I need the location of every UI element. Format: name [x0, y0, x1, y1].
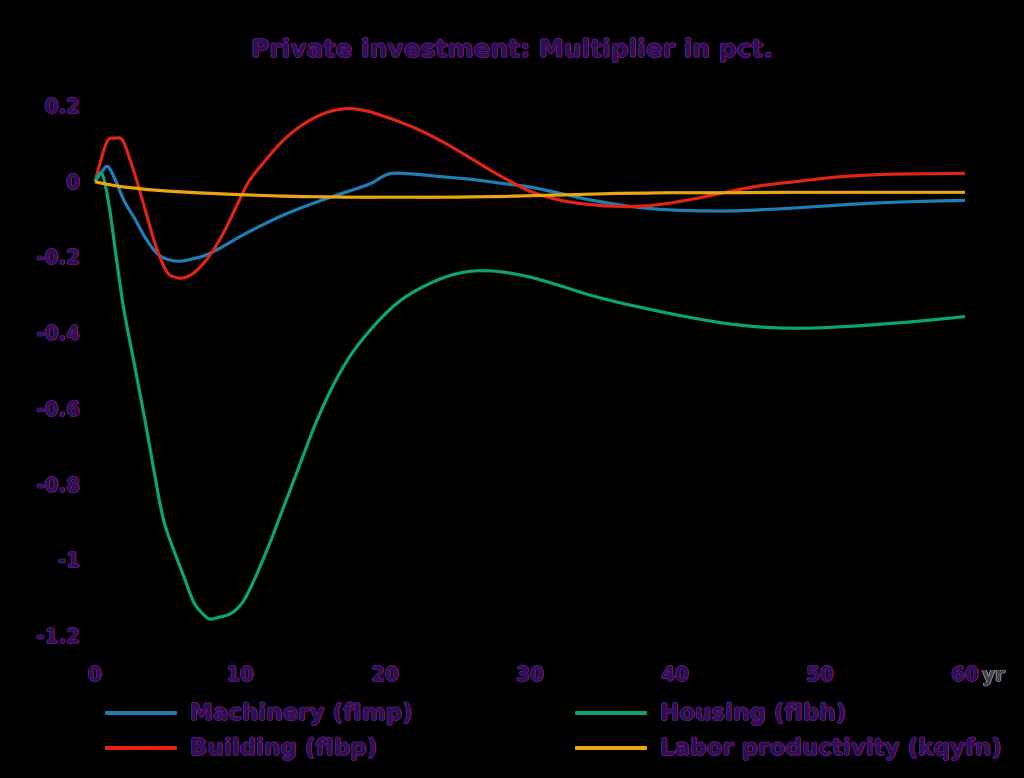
legend-label-building: Building (fIbp) [190, 735, 378, 761]
y-tick-label: -0.8 [36, 472, 80, 497]
legend-item-machinery: Machinery (fImp) [105, 699, 413, 727]
legend-swatch-building [105, 746, 177, 750]
legend-label-labor-productivity: Labor productivity (kqyfn) [660, 735, 1002, 761]
chart-title: Private investment: Multiplier in pct. [251, 34, 773, 63]
x-tick-label: 20 [371, 662, 399, 686]
legend-label-housing: Housing (fIbh) [660, 700, 847, 726]
y-tick-label: -0.6 [36, 396, 80, 421]
series-line-labor-productivity [94, 180, 965, 199]
legend-swatch-labor-productivity [575, 746, 647, 750]
y-tick-label: -1 [57, 548, 80, 573]
y-tick-label: 0.2 [44, 94, 80, 118]
x-tick-label: 40 [661, 662, 689, 686]
x-tick-label: 10 [226, 662, 254, 686]
legend-item-labor-productivity: Labor productivity (kqyfn) [575, 734, 1002, 762]
series-line-machinery [93, 164, 966, 263]
legend-label-machinery: Machinery (fImp) [190, 700, 413, 726]
x-axis-unit-label: yr [982, 662, 1005, 686]
x-tick-label: 30 [516, 662, 544, 686]
y-tick-label: -0.4 [36, 321, 80, 346]
legend-swatch-machinery [105, 711, 177, 715]
series-line-housing [93, 171, 966, 621]
x-tick-label: 0 [88, 662, 102, 686]
y-tick-label: -1.2 [36, 624, 80, 648]
x-tick-label: 60 [951, 662, 979, 686]
y-tick-label: 0 [66, 169, 80, 194]
legend-item-building: Building (fIbp) [105, 734, 377, 762]
y-tick-label: -0.2 [36, 245, 80, 270]
legend-item-housing: Housing (fIbh) [575, 699, 846, 727]
x-tick-label: 50 [806, 662, 834, 686]
legend-swatch-housing [575, 711, 647, 715]
